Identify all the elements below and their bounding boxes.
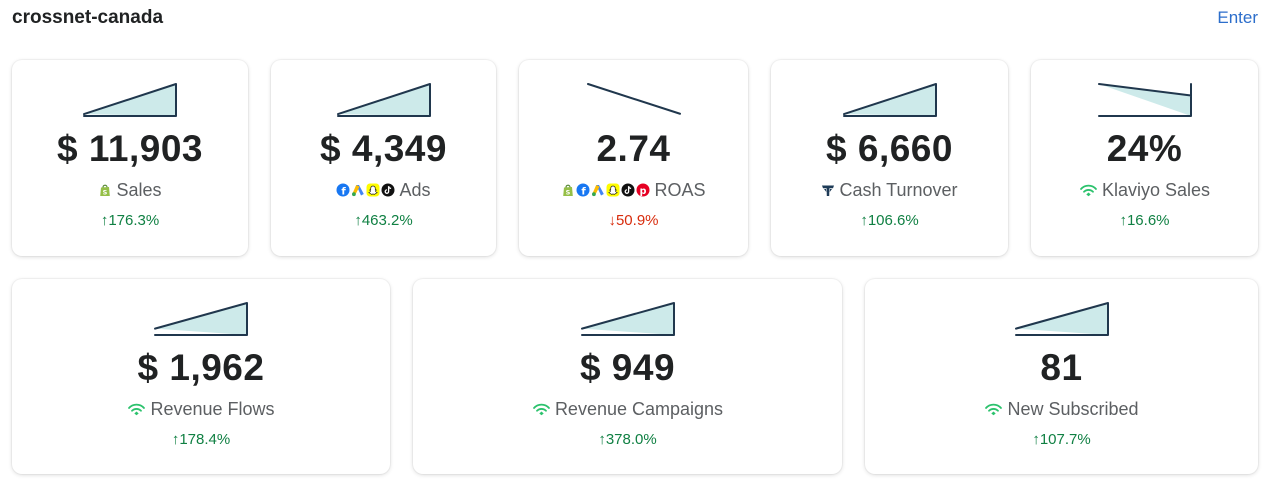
metric-value: $ 4,349: [320, 128, 447, 169]
metric-label: Sales: [116, 180, 162, 200]
source-icons: S: [98, 183, 112, 197]
page-header: crossnet-canada Enter: [12, 6, 1258, 30]
new-subscribed-sparkline: [1014, 302, 1109, 336]
svg-text:f: f: [342, 186, 347, 197]
svg-text:f: f: [582, 186, 587, 197]
metric-change: ↑178.4%: [171, 431, 231, 448]
snapchat-icon: [366, 183, 380, 197]
tiktok-icon: [381, 183, 395, 197]
facebook-icon: f: [576, 183, 590, 197]
metric-card-revenue-flows[interactable]: $ 1,962 Revenue Flows ↑178.4%: [12, 279, 390, 474]
sparkline-line: [1014, 302, 1109, 336]
sparkline-area: [1098, 84, 1191, 116]
metric-label: Klaviyo Sales: [1101, 180, 1211, 200]
source-icons: f: [336, 183, 395, 197]
sparkline-line: [83, 83, 177, 117]
metric-value: $ 1,962: [137, 347, 265, 388]
facebook-icon: f: [336, 183, 350, 197]
metric-change: ↑107.7%: [1032, 431, 1091, 448]
klaviyo-icon: [1079, 183, 1098, 197]
metric-card-cash-turnover[interactable]: $ 6,660 Cash Turnover ↑106.6%: [771, 60, 1008, 256]
metric-label: Cash Turnover: [839, 180, 958, 200]
shopify-icon: S: [98, 183, 112, 197]
store-title: crossnet-canada: [12, 7, 164, 28]
metric-value: 81: [1040, 347, 1083, 388]
metric-label-row: Revenue Flows: [127, 398, 275, 420]
metric-label: Ads: [399, 180, 431, 200]
pinterest-icon: p: [636, 183, 650, 197]
source-icons: [1079, 183, 1098, 197]
sparkline-area: [581, 303, 674, 335]
shopify-icon: S: [561, 183, 575, 197]
sparkline-line: [1097, 83, 1192, 117]
sparkline-area: [155, 303, 247, 335]
klaviyo-sales-sparkline: [1097, 83, 1192, 117]
metric-label-row: Klaviyo Sales: [1079, 179, 1210, 201]
metric-card-sales[interactable]: $ 11,903 S Sales ↑176.3%: [12, 60, 248, 256]
google-ads-icon: [591, 183, 605, 197]
sparkline-line: [580, 302, 675, 336]
metric-change: ↑176.3%: [100, 212, 160, 229]
sparkline-line: [586, 83, 681, 115]
metric-value: $ 949: [579, 347, 676, 388]
metric-label-row: New Subscribed: [984, 398, 1139, 420]
metric-value: $ 11,903: [57, 128, 203, 169]
metric-label-row: S Sales: [98, 179, 162, 201]
snapchat-icon: [606, 183, 620, 197]
klaviyo-icon: [984, 402, 1003, 416]
sales-sparkline: [83, 83, 177, 117]
sparkline-line: [842, 83, 937, 117]
metric-card-new-subscribed[interactable]: 81 New Subscribed ↑107.7%: [865, 279, 1258, 474]
metric-label: Revenue Flows: [150, 399, 275, 419]
enter-link[interactable]: Enter: [1217, 8, 1258, 27]
metric-label-row: Cash Turnover: [821, 179, 958, 201]
ads-sparkline: [336, 83, 431, 117]
source-icons: [532, 402, 551, 416]
svg-text:p: p: [640, 186, 647, 197]
source-icons: [127, 402, 146, 416]
sparkline-area: [1015, 303, 1108, 335]
google-ads-icon: [351, 183, 365, 197]
metric-label: New Subscribed: [1007, 399, 1139, 419]
svg-text:S: S: [566, 189, 571, 197]
metric-label: ROAS: [654, 180, 706, 200]
metric-change: ↑463.2%: [354, 212, 413, 229]
cash-turnover-sparkline: [842, 83, 937, 117]
metric-change: ↑106.6%: [860, 212, 919, 229]
metric-label-row: f Ads: [336, 179, 431, 201]
metric-card-revenue-campaigns[interactable]: $ 949 Revenue Campaigns ↑378.0%: [413, 279, 842, 474]
revenue-flows-sparkline: [154, 302, 248, 336]
klaviyo-icon: [532, 402, 551, 416]
metric-card-klaviyo-sales[interactable]: 24% Klaviyo Sales ↑16.6%: [1031, 60, 1258, 256]
source-icons: [821, 183, 835, 197]
svg-text:S: S: [103, 189, 108, 197]
metric-value: 2.74: [596, 128, 671, 169]
metric-label-row: Revenue Campaigns: [532, 398, 723, 420]
revenue-campaigns-sparkline: [580, 302, 675, 336]
source-icons: [984, 402, 1003, 416]
metric-change: ↓50.9%: [608, 212, 659, 229]
metric-value: $ 6,660: [826, 128, 953, 169]
sparkline-line: [336, 83, 431, 117]
metric-card-ads[interactable]: $ 4,349 f Ads ↑463.2%: [271, 60, 496, 256]
sparkline-line: [154, 302, 248, 336]
klaviyo-icon: [127, 402, 146, 416]
metric-label: Revenue Campaigns: [554, 399, 724, 419]
roas-sparkline: [586, 83, 681, 115]
metric-change: ↑16.6%: [1119, 212, 1170, 229]
metric-value: 24%: [1106, 128, 1183, 169]
metric-change: ↑378.0%: [598, 431, 657, 448]
turnover-icon: [821, 183, 835, 197]
tiktok-icon: [621, 183, 635, 197]
